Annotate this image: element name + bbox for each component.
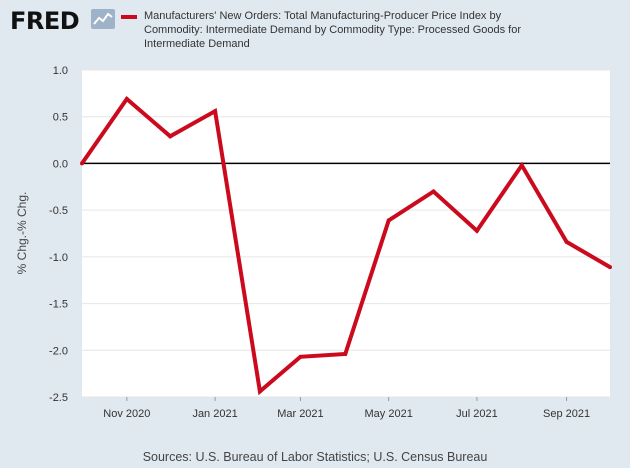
plot-area (82, 70, 610, 397)
legend-swatch (121, 15, 137, 19)
data-point[interactable] (343, 352, 348, 357)
data-point[interactable] (168, 134, 173, 139)
y-tick-label: -0.5 (49, 205, 68, 217)
x-tick-label: Nov 2020 (103, 408, 150, 420)
data-point[interactable] (474, 228, 479, 233)
data-point[interactable] (298, 354, 303, 359)
y-tick-label: -1.0 (49, 252, 68, 264)
y-tick-label: -2.0 (49, 345, 68, 357)
data-point[interactable] (124, 96, 129, 101)
y-tick-label: 0.5 (53, 112, 68, 124)
data-point[interactable] (608, 265, 612, 270)
x-tick-label: Sep 2021 (543, 408, 590, 420)
chart-trend-icon (91, 9, 115, 29)
x-tick-label: Jul 2021 (456, 408, 498, 420)
y-tick-label: -2.5 (49, 392, 68, 404)
data-point[interactable] (257, 389, 262, 394)
y-tick-label: -1.5 (49, 299, 68, 311)
data-point[interactable] (564, 239, 569, 244)
legend-entry: Manufacturers' New Orders: Total Manufac… (144, 10, 522, 50)
source-text: Sources: U.S. Bureau of Labor Statistics… (142, 450, 488, 464)
y-tick-label: 0.0 (53, 158, 68, 170)
y-axis-label: % Chg.-% Chg. (15, 192, 29, 275)
x-tick-label: Jan 2021 (192, 408, 237, 420)
x-tick-label: May 2021 (365, 408, 413, 420)
data-point[interactable] (386, 218, 391, 223)
x-tick-label: Mar 2021 (277, 408, 323, 420)
data-point[interactable] (213, 109, 218, 114)
y-tick-label: 1.0 (53, 65, 68, 77)
data-point[interactable] (431, 189, 436, 194)
data-point[interactable] (80, 161, 84, 166)
fred-logo[interactable]: FRED (10, 7, 80, 35)
data-point[interactable] (519, 163, 524, 168)
